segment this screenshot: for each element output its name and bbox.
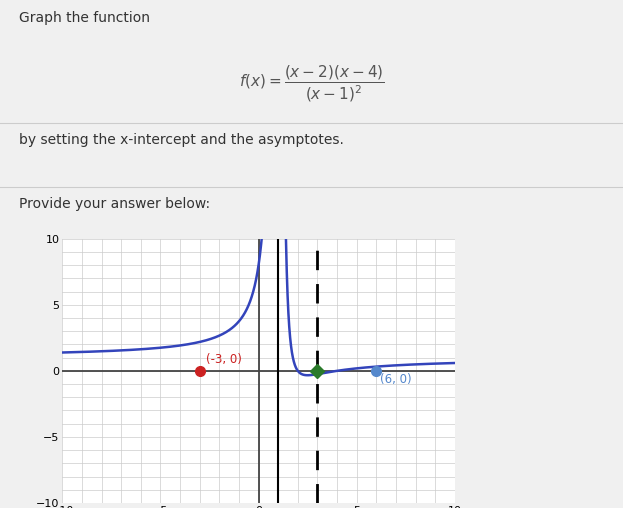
- Text: Provide your answer below:: Provide your answer below:: [19, 197, 210, 211]
- Text: $f(x) = \dfrac{(x-2)(x-4)}{(x-1)^2}$: $f(x) = \dfrac{(x-2)(x-4)}{(x-1)^2}$: [239, 64, 384, 105]
- Text: (-3, 0): (-3, 0): [206, 353, 242, 366]
- Text: by setting the x-intercept and the asymptotes.: by setting the x-intercept and the asymp…: [19, 133, 343, 147]
- Text: (6, 0): (6, 0): [380, 373, 412, 386]
- Text: Graph the function: Graph the function: [19, 12, 150, 25]
